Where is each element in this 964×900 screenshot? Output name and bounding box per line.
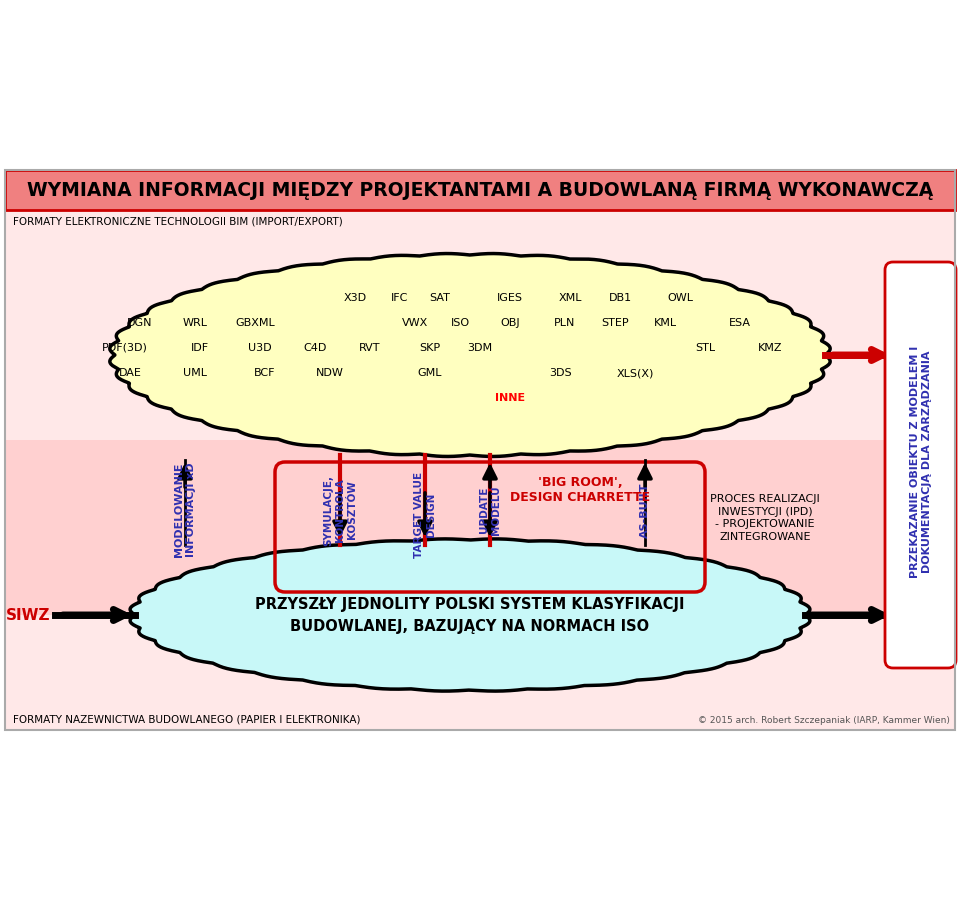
Text: SKP: SKP	[419, 343, 441, 353]
Text: PROCES REALIZACJI
INWESTYCJI (IPD)
- PROJEKTOWANIE
ZINTEGROWANE: PROCES REALIZACJI INWESTYCJI (IPD) - PRO…	[710, 494, 819, 542]
Text: KML: KML	[654, 318, 677, 328]
Text: 'BIG ROOM',
DESIGN CHARRETTE: 'BIG ROOM', DESIGN CHARRETTE	[510, 476, 650, 504]
Text: INNE: INNE	[495, 393, 525, 403]
Text: TARGET VALUE
DESIGN: TARGET VALUE DESIGN	[415, 472, 436, 558]
Text: © 2015 arch. Robert Szczepaniak (IARP, Kammer Wien): © 2015 arch. Robert Szczepaniak (IARP, K…	[698, 716, 950, 725]
Text: ESA: ESA	[729, 318, 751, 328]
Text: NDW: NDW	[316, 368, 344, 378]
Text: KMZ: KMZ	[758, 343, 782, 353]
Text: OWL: OWL	[667, 293, 693, 303]
Text: FORMATY NAZEWNICTWA BUDOWLANEGO (PAPIER I ELEKTRONIKA): FORMATY NAZEWNICTWA BUDOWLANEGO (PAPIER …	[13, 715, 361, 725]
Text: RVT: RVT	[360, 343, 381, 353]
Text: UML: UML	[183, 368, 207, 378]
Text: IGES: IGES	[497, 293, 523, 303]
Text: DGN: DGN	[127, 318, 152, 328]
Text: DB1: DB1	[608, 293, 631, 303]
Text: IFC: IFC	[391, 293, 409, 303]
Text: AS-BUILT: AS-BUILT	[640, 482, 650, 537]
Text: GML: GML	[417, 368, 442, 378]
Text: PRZEKAZANIE OBIEKTU Z MODELEM I
DOKUMENTACJĄ DLA ZARZĄDZANIA: PRZEKAZANIE OBIEKTU Z MODELEM I DOKUMENT…	[910, 346, 932, 578]
Text: SAT: SAT	[430, 293, 450, 303]
Text: 3DM: 3DM	[468, 343, 493, 353]
Polygon shape	[110, 254, 830, 456]
Text: BUDOWLANEJ, BAZUJĄCY NA NORMACH ISO: BUDOWLANEJ, BAZUJĄCY NA NORMACH ISO	[290, 619, 650, 634]
FancyBboxPatch shape	[885, 262, 956, 668]
Text: STEP: STEP	[602, 318, 629, 328]
Text: WRL: WRL	[182, 318, 207, 328]
Text: WYMIANA INFORMACJI MIĘDZY PROJEKTANTAMI A BUDOWLANĄ FIRMĄ WYKONAWCZĄ: WYMIANA INFORMACJI MIĘDZY PROJEKTANTAMI …	[27, 181, 933, 200]
Text: U3D: U3D	[248, 343, 272, 353]
Text: C4D: C4D	[304, 343, 327, 353]
Text: OBJ: OBJ	[500, 318, 520, 328]
Text: STL: STL	[695, 343, 715, 353]
FancyBboxPatch shape	[5, 440, 955, 615]
Text: UPDATE
MODELU: UPDATE MODELU	[479, 485, 501, 535]
Text: PDF(3D): PDF(3D)	[102, 343, 147, 353]
FancyBboxPatch shape	[5, 210, 955, 730]
Text: XML: XML	[558, 293, 581, 303]
Text: VWX: VWX	[402, 318, 428, 328]
Text: SYMULACJE,
KONTROLA
KOSZTÓW: SYMULACJE, KONTROLA KOSZTÓW	[323, 474, 357, 545]
Text: ISO: ISO	[450, 318, 469, 328]
FancyBboxPatch shape	[5, 170, 955, 210]
Text: X3D: X3D	[343, 293, 366, 303]
Text: FORMATY ELEKTRONICZNE TECHNOLOGII BIM (IMPORT/EXPORT): FORMATY ELEKTRONICZNE TECHNOLOGII BIM (I…	[13, 216, 343, 226]
Text: BCF: BCF	[254, 368, 276, 378]
Text: DAE: DAE	[119, 368, 142, 378]
Text: SIWZ: SIWZ	[6, 608, 50, 623]
Text: GBXML: GBXML	[235, 318, 275, 328]
Text: 3DS: 3DS	[549, 368, 572, 378]
Text: MODELOWANIE
INFORMACJI xD: MODELOWANIE INFORMACJI xD	[174, 463, 196, 557]
Text: PRZYSZŁY JEDNOLITY POLSKI SYSTEM KLASYFIKACJI: PRZYSZŁY JEDNOLITY POLSKI SYSTEM KLASYFI…	[255, 598, 684, 613]
Text: IDF: IDF	[191, 343, 209, 353]
Text: PLN: PLN	[554, 318, 576, 328]
Text: XLS(X): XLS(X)	[616, 368, 654, 378]
Polygon shape	[130, 539, 810, 691]
